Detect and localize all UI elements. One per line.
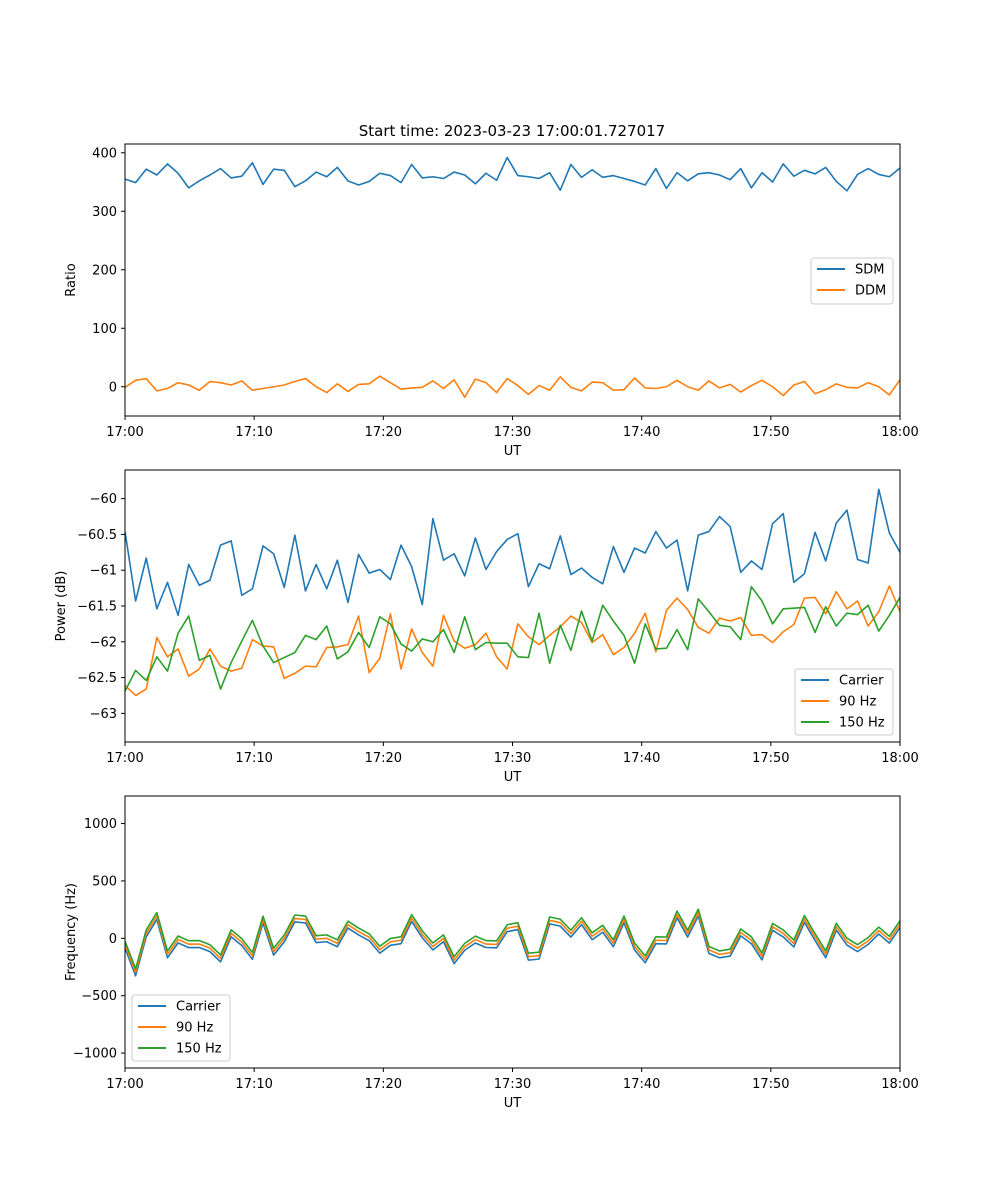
x-tick-label: 17:10 xyxy=(235,751,272,766)
x-tick-label: 17:00 xyxy=(106,425,143,440)
x-tick-label: 18:00 xyxy=(881,751,918,766)
y-axis-label: Ratio xyxy=(64,263,79,296)
y-axis-label: Frequency (Hz) xyxy=(64,883,79,981)
y-tick-label: −62 xyxy=(90,635,117,650)
power-panel: 17:00 17:10 17:20 17:30 17:40 17:50 18:00 −63 −6… xyxy=(54,469,919,785)
series-line-150-hz xyxy=(125,908,900,970)
y-tick-label: 400 xyxy=(92,146,117,161)
y-tick-label: 300 xyxy=(92,205,117,220)
series-line-sdm xyxy=(125,156,900,192)
legend-label: DDM xyxy=(855,284,886,299)
y-tick-label: −61 xyxy=(90,564,117,579)
legend: Carrier 90 Hz 150 Hz xyxy=(131,994,231,1062)
x-tick-label: 17:10 xyxy=(235,1077,272,1092)
legend-box xyxy=(794,668,894,736)
x-tick-label: 17:30 xyxy=(494,1077,531,1092)
x-tick-label: 17:20 xyxy=(365,751,402,766)
x-axis-label: UT xyxy=(504,770,522,785)
x-tick-label: 17:40 xyxy=(623,751,660,766)
x-tick-label: 17:00 xyxy=(106,1077,143,1092)
series-line-carrier xyxy=(125,915,900,977)
legend-label: SDM xyxy=(855,263,884,278)
y-tick-label: −63 xyxy=(90,707,117,722)
y-tick-label: 500 xyxy=(92,874,117,889)
x-tick-label: 17:40 xyxy=(623,1077,660,1092)
legend-label: Carrier xyxy=(176,1000,221,1015)
legend-label: 150 Hz xyxy=(176,1042,222,1057)
x-tick-label: 17:20 xyxy=(365,425,402,440)
y-tick-label: 1000 xyxy=(84,817,117,832)
legend-label: Carrier xyxy=(839,674,884,689)
y-tick-label: 0 xyxy=(109,932,117,947)
legend: Carrier 90 Hz 150 Hz xyxy=(794,668,894,736)
x-axis-label: UT xyxy=(504,1096,522,1111)
x-tick-label: 17:50 xyxy=(752,425,789,440)
y-axis-label: Power (dB) xyxy=(54,571,69,642)
series-line-90-hz xyxy=(125,911,900,974)
y-tick-label: 0 xyxy=(109,380,117,395)
x-axis-label: UT xyxy=(504,444,522,459)
y-tick-label: 100 xyxy=(92,322,117,337)
series-line-90-hz xyxy=(125,585,900,697)
x-tick-label: 17:00 xyxy=(106,751,143,766)
legend-label: 150 Hz xyxy=(839,716,885,731)
x-tick-label: 17:20 xyxy=(365,1077,402,1092)
y-tick-label: 200 xyxy=(92,263,117,278)
x-tick-label: 17:50 xyxy=(752,751,789,766)
x-tick-label: 18:00 xyxy=(881,425,918,440)
y-tick-label: −1000 xyxy=(73,1047,117,1062)
series-line-ddm xyxy=(125,375,900,399)
x-tick-label: 17:30 xyxy=(494,425,531,440)
x-tick-label: 18:00 xyxy=(881,1077,918,1092)
series-line-carrier xyxy=(125,488,900,617)
legend-label: 90 Hz xyxy=(176,1021,213,1036)
y-tick-label: −61.5 xyxy=(77,600,117,615)
legend: SDM DDM xyxy=(810,257,894,305)
frequency-panel: 17:00 17:10 17:20 17:30 17:40 17:50 18:00 −1000… xyxy=(64,795,919,1111)
series-line-150-hz xyxy=(125,585,900,692)
y-tick-label: −60 xyxy=(90,492,117,507)
ratio-panel: 17:00 17:10 17:20 17:30 17:40 17:50 18:00 0 100 2… xyxy=(64,143,919,459)
x-tick-label: 17:30 xyxy=(494,751,531,766)
x-tick-label: 17:50 xyxy=(752,1077,789,1092)
figure-title: Start time: 2023-03-23 17:00:01.727017 xyxy=(359,122,665,140)
y-tick-label: −62.5 xyxy=(77,671,117,686)
y-tick-label: −60.5 xyxy=(77,528,117,543)
y-tick-label: −500 xyxy=(81,989,117,1004)
x-tick-label: 17:10 xyxy=(235,425,272,440)
legend-label: 90 Hz xyxy=(839,695,876,710)
x-tick-label: 17:40 xyxy=(623,425,660,440)
legend-box xyxy=(131,994,231,1062)
